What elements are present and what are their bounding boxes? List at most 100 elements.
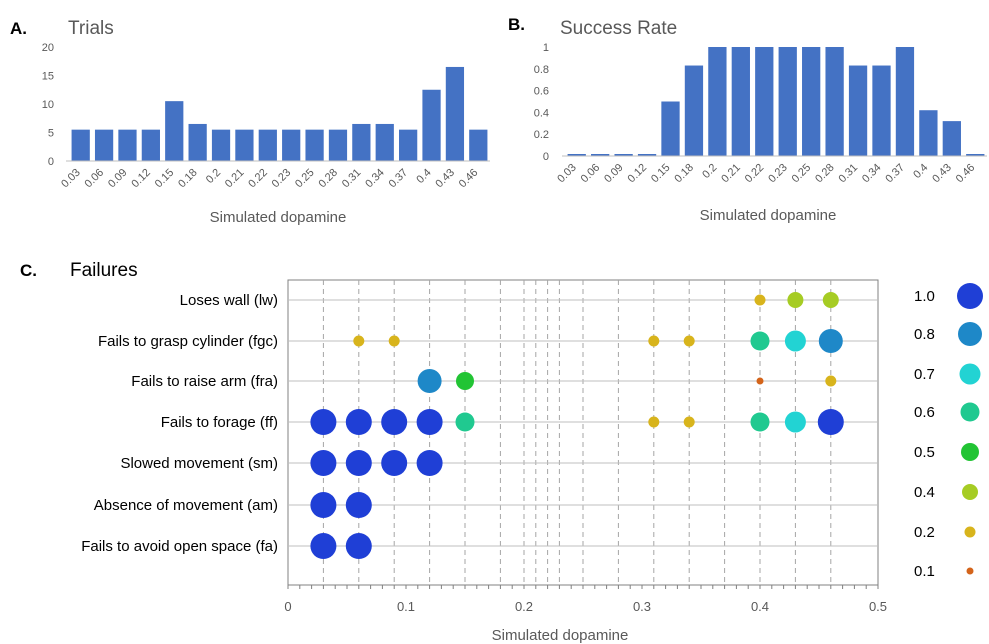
scatter-point (388, 335, 400, 347)
y-tick-label: 5 (48, 128, 54, 140)
x-tick-label: 0.18 (176, 167, 200, 191)
panel-c-x-ticks: 0 0.1 0.2 0.3 0.4 0.5 (284, 599, 887, 614)
panel-b-letter: B. (508, 15, 525, 34)
panel-c-horizontal-grid (288, 299, 878, 547)
bar (708, 47, 727, 156)
scatter-point (784, 330, 806, 352)
scatter-point (825, 375, 837, 387)
y-tick-label: 0.8 (534, 64, 549, 76)
x-tick-label: 0.2 (515, 599, 533, 614)
y-tick-label: 10 (42, 99, 54, 111)
bar (802, 47, 821, 156)
scatter-point (818, 329, 843, 353)
x-tick-label: 0.25 (790, 162, 814, 186)
panel-c: C. Failures Loses wall (lw) Fails to gras… (20, 260, 983, 644)
panel-a-x-label: Simulated dopamine (210, 209, 347, 226)
panel-a-y-ticks: 0 5 10 15 20 (42, 42, 54, 168)
x-tick-label: 0.46 (457, 167, 481, 191)
bar (755, 47, 774, 156)
x-tick-label: 0.2 (700, 162, 719, 181)
legend-label: 0.5 (914, 444, 935, 461)
bar (445, 66, 465, 161)
legend-marker (958, 322, 982, 346)
panel-a-title: Trials (68, 18, 114, 39)
panel-c-x-label: Simulated dopamine (492, 627, 629, 644)
scatter-point (345, 409, 372, 435)
panel-a-letter: A. (10, 19, 27, 38)
x-tick-label: 0.31 (837, 162, 861, 186)
bar (399, 129, 418, 161)
bar (375, 123, 394, 161)
y-tick-label: 0.4 (534, 107, 549, 119)
bar (942, 121, 961, 156)
bar (966, 154, 985, 156)
legend-label: 0.4 (914, 484, 935, 501)
bar (591, 154, 610, 156)
bar (211, 129, 231, 161)
x-tick-label: 0.22 (246, 167, 270, 191)
x-tick-label: 0.23 (270, 167, 294, 191)
scatter-point (754, 294, 766, 306)
panel-a-bars (71, 66, 488, 161)
scatter-point (756, 377, 764, 385)
x-tick-label: 0.34 (860, 162, 884, 186)
bar (848, 65, 868, 156)
legend-marker (959, 363, 981, 385)
scatter-point (345, 492, 372, 518)
scatter-point (456, 372, 474, 390)
x-tick-label: 0.06 (579, 162, 603, 186)
bar (872, 65, 891, 156)
bar (614, 154, 633, 156)
bar (895, 47, 915, 156)
x-tick-label: 0.21 (223, 167, 247, 191)
scatter-point (310, 492, 337, 518)
bar (661, 101, 680, 156)
scatter-point (683, 416, 695, 428)
scatter-point (817, 409, 844, 435)
x-tick-label: 0.3 (633, 599, 651, 614)
bar (328, 129, 348, 161)
panel-c-legend: 1.0 0.8 0.7 0.6 0.5 0.4 0.2 0.1 (914, 283, 983, 580)
panel-c-minor-ticks (287, 585, 879, 589)
bar (352, 123, 371, 161)
legend-label: 0.1 (914, 563, 935, 580)
category-label: Fails to forage (ff) (161, 414, 278, 431)
scatter-point (787, 292, 804, 308)
panel-b: B. Success Rate 00.20.40.60.81 0.03 0.06 0… (508, 15, 987, 224)
scatter-point (784, 411, 806, 433)
bar (118, 129, 137, 161)
x-tick-label: 0.18 (672, 162, 696, 186)
bar (305, 129, 324, 161)
category-label: Fails to raise arm (fra) (131, 373, 278, 390)
y-tick-label: 1 (543, 42, 549, 54)
x-tick-label: 0.06 (83, 167, 107, 191)
scatter-point (455, 412, 475, 432)
y-tick-label: 0 (48, 156, 54, 168)
x-tick-label: 0.03 (59, 167, 83, 191)
scatter-point (381, 409, 408, 435)
panel-c-points (310, 292, 844, 559)
x-tick-label: 0.09 (602, 162, 626, 186)
panel-b-x-label: Simulated dopamine (700, 207, 837, 224)
category-label: Slowed movement (sm) (120, 455, 278, 472)
bar (235, 129, 254, 161)
x-tick-label: 0.12 (626, 162, 650, 186)
x-tick-label: 0.21 (719, 162, 743, 186)
bar (684, 65, 704, 156)
scatter-point (310, 409, 337, 435)
legend-marker (961, 443, 979, 461)
x-tick-label: 0.2 (204, 167, 223, 186)
scatter-point (683, 335, 695, 347)
scatter-point (750, 412, 770, 432)
x-tick-label: 0.34 (363, 167, 387, 191)
y-tick-label: 15 (42, 71, 54, 83)
legend-label: 0.8 (914, 326, 935, 343)
bar (422, 89, 441, 161)
panel-a-x-ticks: 0.03 0.06 0.09 0.12 0.15 0.18 0.2 0.21 0.22 0.23 0… (59, 167, 480, 191)
category-label: Fails to grasp cylinder (fgc) (98, 333, 278, 350)
legend-marker (966, 567, 974, 575)
bar (141, 129, 160, 161)
legend-label: 1.0 (914, 288, 935, 305)
